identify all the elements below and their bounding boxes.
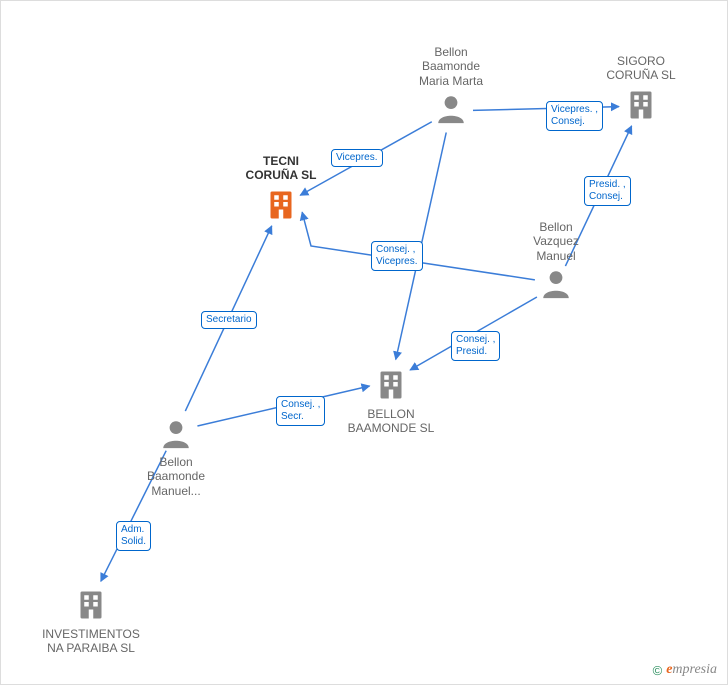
building-icon bbox=[623, 87, 659, 123]
node-tecni: TECNICORUÑA SL bbox=[221, 154, 341, 227]
person-icon bbox=[434, 92, 468, 126]
node-bellon_manuel: BellonBaamondeManuel... bbox=[116, 413, 236, 498]
node-label: TECNICORUÑA SL bbox=[221, 154, 341, 183]
edge-label: Vicepres. ,Consej. bbox=[546, 101, 603, 131]
node-label: INVESTIMENTOSNA PARAIBA SL bbox=[31, 627, 151, 656]
copyright-symbol: © bbox=[653, 663, 663, 678]
watermark-brand-rest: mpresia bbox=[672, 662, 717, 677]
diagram-canvas: BellonBaamondeMaria Marta SIGOROCORUÑA S… bbox=[1, 1, 727, 684]
node-label: BellonBaamondeManuel... bbox=[116, 455, 236, 498]
building-icon bbox=[373, 367, 409, 403]
node-label: SIGOROCORUÑA SL bbox=[581, 54, 701, 83]
node-label: BELLONBAAMONDE SL bbox=[331, 407, 451, 436]
building-icon bbox=[263, 187, 299, 223]
node-bellon_baamonde_sl: BELLONBAAMONDE SL bbox=[331, 363, 451, 436]
edge-label: Consej. ,Presid. bbox=[451, 331, 500, 361]
edge-label: Vicepres. bbox=[331, 149, 383, 167]
node-investimentos: INVESTIMENTOSNA PARAIBA SL bbox=[31, 583, 151, 656]
watermark: © empresia bbox=[653, 662, 717, 678]
edge-label: Presid. ,Consej. bbox=[584, 176, 631, 206]
building-icon bbox=[73, 587, 109, 623]
person-icon bbox=[539, 267, 573, 301]
node-label: BellonVazquezManuel bbox=[496, 220, 616, 263]
node-bellon_maria: BellonBaamondeMaria Marta bbox=[391, 45, 511, 130]
edge-label: Adm.Solid. bbox=[116, 521, 151, 551]
edge-label: Consej. ,Secr. bbox=[276, 396, 325, 426]
edge-label: Consej. ,Vicepres. bbox=[371, 241, 423, 271]
person-icon bbox=[159, 417, 193, 451]
edge-label: Secretario bbox=[201, 311, 257, 329]
node-bellon_vazquez: BellonVazquezManuel bbox=[496, 220, 616, 305]
node-label: BellonBaamondeMaria Marta bbox=[391, 45, 511, 88]
